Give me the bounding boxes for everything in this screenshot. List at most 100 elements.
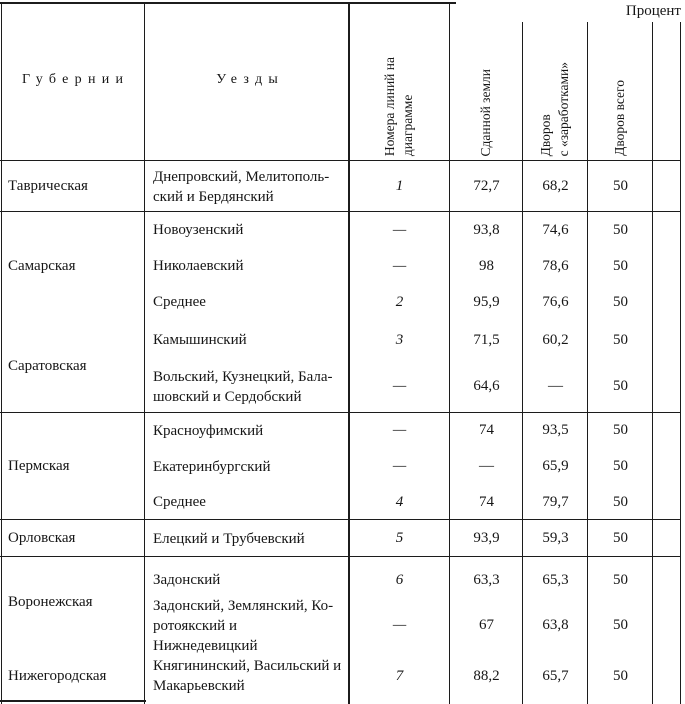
leased-land-cell: 93,9	[473, 530, 500, 546]
households-earnings-cell: 65,7	[542, 667, 569, 684]
households-earnings-cell: 65,3	[542, 571, 569, 588]
uezd-cell: Новоузенский	[153, 222, 244, 238]
table-row: Задонский, Землянский, Ко- ротоякский и …	[145, 597, 681, 654]
province-group-orlovskaya: Орловская Елецкий и Трубчевский 5 93,9 5…	[0, 520, 681, 557]
province-label: Орловская	[8, 530, 76, 546]
line-number-cell: —	[392, 617, 407, 633]
households-earnings-cell: 68,2	[542, 178, 569, 194]
spare-cell	[653, 520, 681, 557]
province-label: Таврическая	[8, 178, 88, 194]
uezd-cell: Николаевский	[153, 258, 244, 274]
households-total-cell: 50	[613, 422, 628, 439]
line-number-cell: 2	[395, 293, 404, 310]
province-group-nizhegorodskaya: Нижегородская Княгининский, Васильский и…	[0, 648, 681, 704]
spare-cell	[653, 603, 681, 648]
column-header-line-numbers-text: Номера линий на диаграмме	[382, 56, 416, 156]
uezd-cell: Вольский, Кузнецкий, Бала- шовский и Сер…	[153, 368, 333, 405]
table-row: Среднее 4 74 79,7 50	[145, 484, 681, 520]
uezd-cell: Задонский, Землянский, Ко- ротоякский и …	[153, 597, 334, 654]
table-row: Княгининский, Васильский и Макарьевский …	[145, 648, 681, 704]
column-header-line-numbers: Номера линий на диаграмме	[349, 20, 450, 156]
leased-land-cell: 74	[479, 422, 494, 439]
grid-line-total-spare	[652, 22, 653, 704]
households-earnings-cell: 78,6	[542, 257, 569, 274]
province-label: Воронежская	[8, 594, 93, 610]
province-group-samarskaya: Самарская Новоузенский — 93,8 74,6 50 Ни…	[0, 212, 681, 320]
uezd-cell: Красноуфимский	[153, 422, 264, 439]
households-total-cell: 50	[613, 331, 628, 348]
line-number-cell: 6	[395, 571, 404, 588]
table-row: Красноуфимский — 74 93,5 50	[145, 413, 681, 449]
leased-land-cell: 67	[479, 617, 494, 633]
spare-cell	[653, 360, 681, 413]
households-earnings-cell: 74,6	[542, 221, 569, 238]
province-label: Нижегородская	[8, 667, 107, 684]
spare-cell	[653, 413, 681, 449]
grid-line-leased-earnings	[522, 22, 523, 704]
households-earnings-cell: 79,7	[542, 493, 569, 510]
line-number-cell: 1	[395, 178, 404, 194]
spare-cell	[653, 449, 681, 485]
uezd-cell: Днепровский, Мелитополь- ский и Бердянск…	[153, 168, 330, 205]
line-number-cell: —	[392, 422, 407, 439]
households-total-cell: 50	[613, 221, 628, 238]
column-header-leased-land-text: Сданной земли	[478, 68, 494, 157]
table-row: Вольский, Кузнецкий, Бала- шовский и Сер…	[145, 360, 681, 413]
leased-land-cell: 88,2	[473, 667, 500, 684]
households-total-cell: 50	[613, 378, 628, 394]
province-group-tavricheskaya: Таврическая Днепровский, Мелитополь- ски…	[0, 161, 681, 212]
table-row: Елецкий и Трубчевский 5 93,9 59,3 50	[145, 520, 681, 557]
column-header-households-earnings-text: Дворов с «заработками»	[538, 61, 572, 156]
column-header-households-total-text: Дворов всего	[612, 80, 628, 156]
spare-cell	[653, 248, 681, 284]
province-group-saratovskaya: Саратовская Камышинский 3 71,5 60,2 50 В…	[0, 320, 681, 413]
uezd-cell: Задонский	[153, 572, 221, 588]
grid-line-earnings-total	[587, 22, 588, 704]
uezd-cell: Княгининский, Васильский и Макарьевский	[153, 658, 342, 694]
table-right-border	[680, 22, 681, 704]
households-total-cell: 50	[613, 493, 628, 510]
table-bottom-border	[0, 700, 146, 702]
households-earnings-cell: 59,3	[542, 530, 569, 546]
households-total-cell: 50	[613, 617, 628, 633]
households-total-cell: 50	[613, 257, 628, 274]
spare-cell	[653, 320, 681, 360]
spare-cell	[653, 161, 681, 212]
households-total-cell: 50	[613, 178, 628, 194]
line-number-cell: —	[392, 458, 407, 474]
spare-cell	[653, 484, 681, 520]
households-earnings-cell: 60,2	[542, 331, 569, 348]
spare-cell	[653, 648, 681, 704]
rule-after-permskaya	[0, 519, 681, 520]
line-number-cell: 4	[395, 493, 404, 510]
leased-land-cell: 93,8	[473, 221, 500, 238]
grid-line-province-uezd	[144, 2, 145, 704]
households-earnings-cell: —	[548, 378, 563, 394]
leased-land-cell: —	[479, 458, 494, 474]
leased-land-cell: 98	[479, 257, 494, 274]
province-label: Пермская	[8, 458, 70, 474]
line-number-cell: —	[392, 378, 407, 394]
line-number-cell: —	[392, 257, 407, 274]
grid-line-lineno-leased	[449, 2, 450, 704]
table-left-border	[1, 2, 2, 704]
households-total-cell: 50	[613, 293, 628, 310]
table-row: Николаевский — 98 78,6 50	[145, 248, 681, 284]
column-header-leased-land: Сданной земли	[450, 20, 523, 157]
table-top-border	[0, 2, 456, 4]
header-bottom-rule	[0, 160, 681, 161]
province-group-permskaya: Пермская Красноуфимский — 74 93,5 50 Ека…	[0, 413, 681, 520]
table-row: Задонский 6 63,3 65,3 50	[145, 557, 681, 603]
leased-land-cell: 63,3	[473, 571, 500, 588]
line-number-cell: 3	[395, 331, 404, 348]
uezd-cell: Камышинский	[153, 332, 247, 348]
households-total-cell: 50	[613, 667, 628, 684]
line-number-cell: 7	[395, 667, 404, 684]
rule-after-saratovskaya	[0, 412, 681, 413]
column-header-households-earnings: Дворов с «заработками»	[523, 20, 588, 156]
households-earnings-cell: 76,6	[542, 293, 569, 310]
column-header-households-total: Дворов всего	[588, 20, 653, 156]
uezd-cell: Елецкий и Трубчевский	[153, 530, 305, 547]
households-earnings-cell: 65,9	[542, 458, 569, 474]
households-total-cell: 50	[613, 458, 628, 474]
